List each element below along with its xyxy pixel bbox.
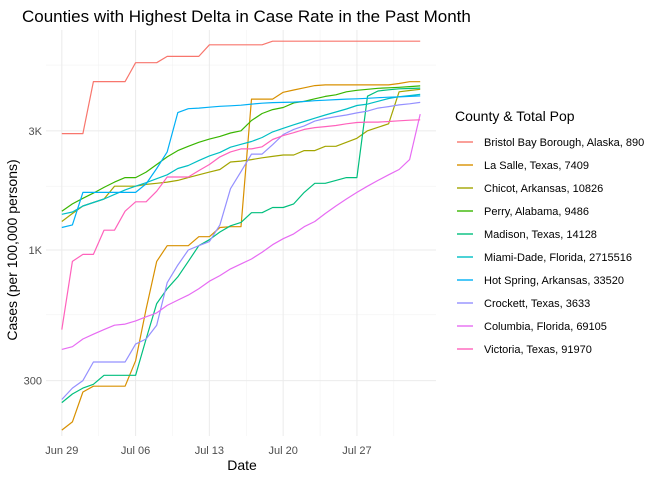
x-tick-label: Jul 20 <box>268 445 297 457</box>
legend-item: Columbia, Florida, 69105 <box>457 321 607 333</box>
x-tick-label: Jul 06 <box>121 445 150 457</box>
series-line-0 <box>61 40 421 135</box>
legend-label: La Salle, Texas, 7409 <box>484 160 589 172</box>
legend-label: Hot Spring, Arkansas, 33520 <box>484 275 624 287</box>
x-axis-label: Date <box>227 457 257 473</box>
chart-title: Counties with Highest Delta in Case Rate… <box>22 7 471 26</box>
legend-item: Chicot, Arkansas, 10826 <box>457 183 603 195</box>
legend-label: Chicot, Arkansas, 10826 <box>484 183 603 195</box>
legend-item: Hot Spring, Arkansas, 33520 <box>457 275 624 287</box>
legend-item: Miami-Dade, Florida, 2715516 <box>457 252 632 264</box>
series-line-9 <box>61 119 421 330</box>
legend-item: Crockett, Texas, 3633 <box>457 298 590 310</box>
legend-label: Columbia, Florida, 69105 <box>484 321 607 333</box>
axis-ticks: Jun 29 Jul 06 Jul 13 Jul 20 Jul 27 300 1K 3K <box>24 126 372 457</box>
series-line-4 <box>61 87 421 404</box>
series-line-5 <box>61 93 421 215</box>
series-line-6 <box>61 95 421 229</box>
x-tick-label: Jul 13 <box>195 445 224 457</box>
legend-item: Victoria, Texas, 91970 <box>457 344 592 356</box>
series-line-8 <box>61 113 421 350</box>
x-tick-label: Jul 27 <box>342 445 371 457</box>
legend-item: Perry, Alabama, 9486 <box>457 206 589 218</box>
y-tick-label: 300 <box>24 376 42 388</box>
legend-title: County & Total Pop <box>455 108 575 124</box>
grid <box>46 30 436 436</box>
legend-item: La Salle, Texas, 7409 <box>457 160 589 172</box>
y-axis-label: Cases (per 100,000 persons) <box>4 159 20 340</box>
y-tick-label: 3K <box>29 126 43 138</box>
legend-label: Perry, Alabama, 9486 <box>484 206 589 218</box>
series-line-1 <box>61 81 421 431</box>
series-line-3 <box>61 85 421 212</box>
legend-item: Madison, Texas, 14128 <box>457 229 597 241</box>
x-tick-label: Jun 29 <box>45 445 78 457</box>
y-tick-label: 1K <box>29 245 43 257</box>
series-line-7 <box>61 101 421 400</box>
legend-item: Bristol Bay Borough, Alaska, 890 <box>457 137 644 149</box>
legend-label: Madison, Texas, 14128 <box>484 229 597 241</box>
series-lines <box>61 40 421 431</box>
legend-label: Crockett, Texas, 3633 <box>484 298 590 310</box>
legend: County & Total Pop Bristol Bay Borough, … <box>455 108 644 356</box>
series-line-2 <box>61 88 421 222</box>
legend-label: Miami-Dade, Florida, 2715516 <box>484 252 632 264</box>
legend-label: Bristol Bay Borough, Alaska, 890 <box>484 137 644 149</box>
legend-label: Victoria, Texas, 91970 <box>484 344 592 356</box>
